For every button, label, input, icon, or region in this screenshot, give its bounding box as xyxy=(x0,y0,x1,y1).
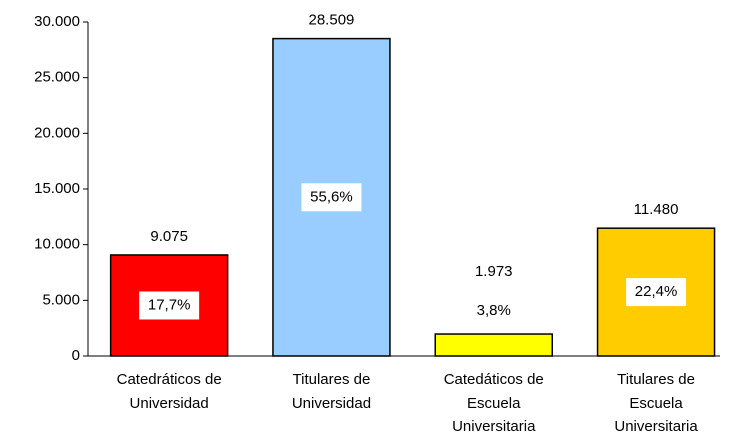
share-label: 55,6% xyxy=(310,188,353,205)
x-tick-label-box: Catedáticos de Escuela Universitaria xyxy=(443,371,544,435)
value-label: 1.973 xyxy=(475,263,513,280)
bar xyxy=(109,254,229,357)
x-tick-label: Catedáticos de Escuela Universitaria xyxy=(443,371,544,435)
x-tick-label-box: Titulares de Escuela Universitaria xyxy=(614,371,698,435)
value-label: 28.509 xyxy=(309,12,355,29)
value-label: 11.480 xyxy=(634,201,679,218)
share-label: 22,4% xyxy=(635,283,678,300)
y-tick-label: 10.000 xyxy=(34,236,80,253)
x-tick-label-box: Catedráticos de Universidad xyxy=(116,371,222,412)
x-tick-label: Catedráticos de Universidad xyxy=(116,371,222,412)
x-tick-label: Titulares de Escuela Universitaria xyxy=(614,371,698,435)
share-label: 3,8% xyxy=(477,302,511,319)
y-tick-label: 0 xyxy=(72,347,80,364)
y-tick-label: 5.000 xyxy=(42,291,80,308)
x-tick-label: Titulares de Universidad xyxy=(291,371,372,412)
y-tick-label: 30.000 xyxy=(34,13,80,30)
share-label: 17,7% xyxy=(148,296,191,313)
y-tick-label: 20.000 xyxy=(34,124,80,141)
y-tick-label: 15.000 xyxy=(34,180,80,197)
share-box xyxy=(301,183,362,212)
share-box xyxy=(626,278,687,307)
value-label: 9.075 xyxy=(150,228,188,245)
x-tick-label-box: Titulares de Universidad xyxy=(291,371,372,412)
share-box xyxy=(139,291,200,320)
bar xyxy=(434,333,553,357)
y-tick-label: 25.000 xyxy=(34,69,80,86)
